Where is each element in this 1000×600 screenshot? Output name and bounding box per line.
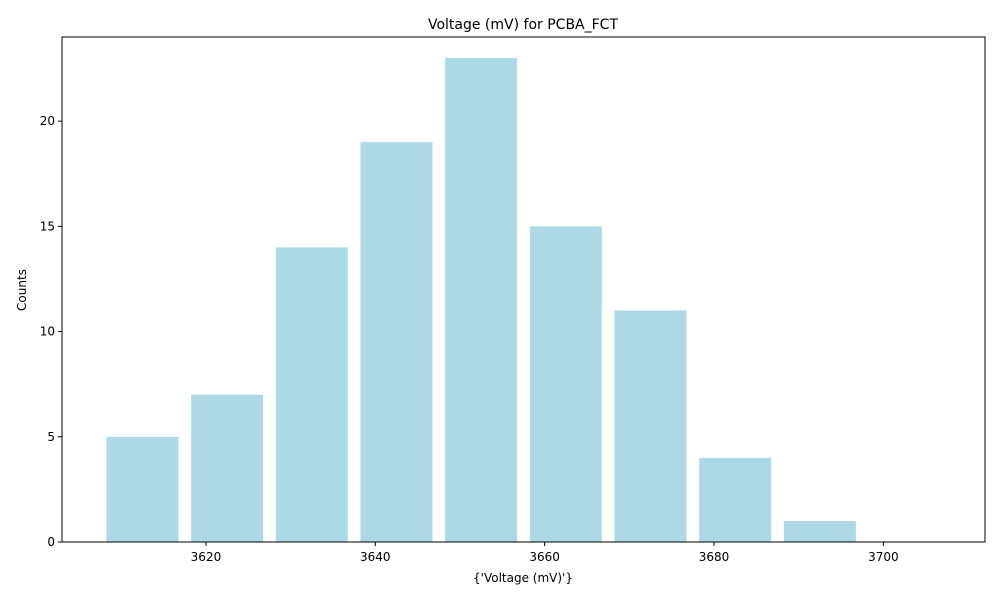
x-tick-label: 3660 [529, 550, 560, 564]
histogram-bar [699, 457, 772, 542]
histogram-bar [614, 310, 687, 542]
histogram-bar [360, 142, 433, 543]
plot-frame [61, 36, 986, 543]
y-tick-label: 5 [47, 430, 55, 444]
x-tick-label: 3700 [868, 550, 899, 564]
y-tick-label: 15 [40, 219, 55, 233]
histogram-bar [106, 436, 179, 542]
y-tick-label: 10 [40, 325, 55, 339]
x-axis-title: {'Voltage (mV)'} [473, 571, 573, 585]
histogram-bar [445, 58, 518, 543]
histogram-bar [191, 394, 264, 542]
x-tick-label: 3620 [191, 550, 222, 564]
y-tick-label: 0 [47, 535, 55, 549]
histogram-bar [275, 247, 348, 542]
x-tick-label: 3680 [699, 550, 730, 564]
y-axis-ticks: 0 5 10 15 20 [40, 114, 62, 549]
bars-layer [106, 58, 856, 543]
y-tick-label: 20 [40, 114, 55, 128]
histogram-bar [783, 520, 856, 542]
y-axis-title: Counts [15, 269, 29, 311]
chart-title: Voltage (mV) for PCBA_FCT [428, 17, 618, 33]
x-tick-label: 3640 [360, 550, 391, 564]
histogram-bar [529, 226, 602, 542]
x-axis-ticks: 3620 3640 3660 3680 3700 [191, 542, 899, 564]
